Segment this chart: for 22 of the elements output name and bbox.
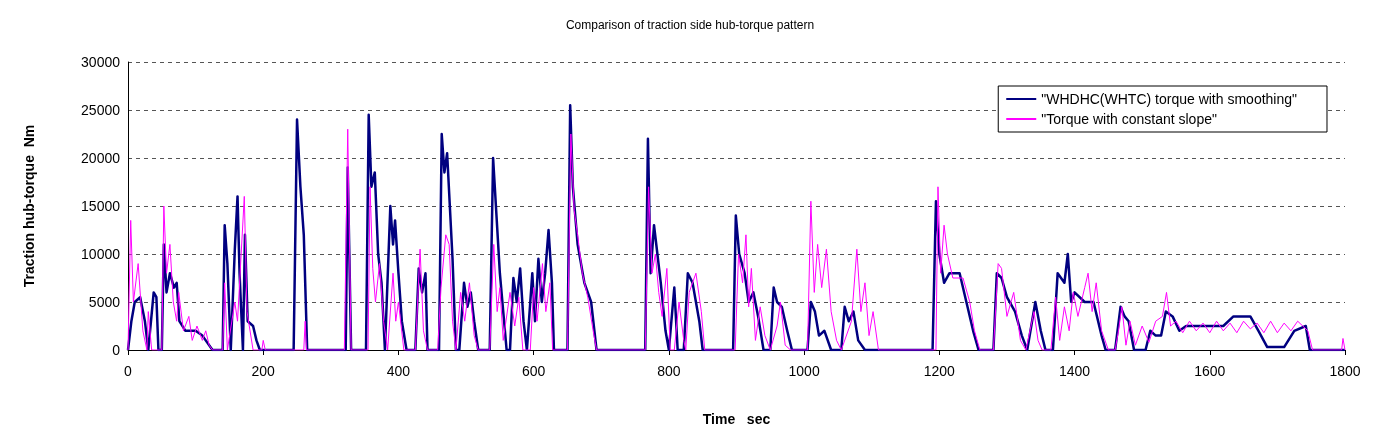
x-tick-label: 600 (521, 363, 546, 379)
x-tick-label: 1400 (1058, 363, 1091, 379)
chart-title: Comparison of traction side hub-torque pattern (565, 18, 815, 32)
y-tick-label: 15000 (81, 198, 121, 214)
x-tick-label: 400 (386, 363, 411, 379)
x-tick-label: 1000 (788, 363, 820, 379)
y-tick-label: 0 (112, 342, 121, 358)
y-tick-label: 5000 (88, 294, 121, 310)
x-tick-label: 1600 (1194, 363, 1226, 379)
legend-label: "WHDHC(WHTC) torque with smoothing" (1041, 91, 1298, 107)
y-tick-label: 20000 (81, 150, 121, 166)
y-axis-title: Traction hub-torque Nm (21, 124, 37, 288)
legend-label: "Torque with constant slope" (1041, 111, 1217, 127)
x-axis-title: Time sec (702, 411, 771, 427)
x-tick-label: 200 (251, 363, 276, 379)
y-tick-label: 10000 (81, 246, 121, 262)
x-tick-label: 800 (657, 363, 681, 379)
y-tick-label: 30000 (81, 54, 121, 70)
x-tick-label: 1800 (1329, 363, 1361, 379)
y-tick-label: 25000 (81, 102, 121, 118)
x-tick-label: 1200 (923, 363, 956, 379)
x-tick-label: 0 (124, 363, 133, 379)
